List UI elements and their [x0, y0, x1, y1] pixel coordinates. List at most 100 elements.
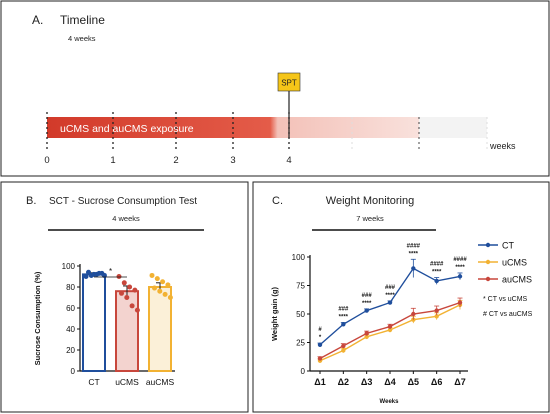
legend-note: * CT vs uCMS	[483, 296, 528, 303]
data-point	[162, 291, 168, 297]
data-point	[364, 308, 369, 313]
y-tick-label: 100	[62, 262, 76, 271]
x-tick-label: auCMS	[146, 377, 175, 387]
x-tick-label: Δ4	[384, 377, 395, 387]
data-point	[165, 282, 171, 288]
timeline-tick-label: 0	[44, 155, 49, 166]
x-tick-label: Δ1	[314, 377, 325, 387]
timeline-tick-label: 4	[286, 155, 291, 166]
data-point	[387, 324, 393, 329]
legend-marker	[485, 259, 491, 265]
y-tick-label: 75	[296, 282, 305, 291]
x-tick-label: uCMS	[115, 377, 139, 387]
x-axis-label: Weeks	[380, 399, 400, 405]
data-point	[127, 284, 133, 290]
spt-box	[277, 72, 301, 92]
timeline-bar-label: uCMS and auCMS exposure	[60, 123, 194, 135]
data-point	[364, 334, 369, 339]
timeline-tick-label: 1	[110, 155, 115, 166]
legend-label: CT	[502, 241, 514, 251]
data-point	[91, 271, 97, 277]
spt-label: SPT	[281, 79, 297, 88]
annotation-uCMS: ****	[385, 293, 395, 299]
data-point	[83, 274, 89, 279]
panel-a-letter: A.	[32, 13, 43, 27]
bar	[115, 290, 139, 373]
annotation-auCMS: ###	[362, 293, 373, 299]
data-point	[129, 303, 135, 309]
annotation-uCMS: ****	[432, 270, 442, 276]
data-point	[132, 287, 138, 293]
weight-chart: 0 25 50 75 100 Weight gain (g) Δ1 Δ2 Δ3 Δ4 Δ5 Δ6 Δ7 W…	[270, 241, 533, 406]
data-point	[341, 343, 346, 349]
data-point	[411, 266, 416, 271]
legend-marker	[485, 276, 491, 282]
timeline-axis-label: weeks	[489, 141, 516, 151]
sucrose-chart: 0 20 40 60 80 100 Sucrose Consumption (%) CT uCM…	[33, 262, 175, 387]
y-tick-label: 0	[71, 367, 76, 376]
timeline-tick-label: 2	[173, 155, 178, 166]
y-tick-label: 50	[296, 310, 305, 319]
annotation-uCMS: *	[319, 335, 322, 341]
data-point	[86, 269, 91, 275]
y-axis-label: Weight gain (g)	[270, 286, 279, 341]
data-point	[167, 295, 173, 300]
data-point	[116, 274, 122, 279]
annotation-uCMS: ****	[409, 251, 419, 257]
panel-a-subtitle: 4 weeks	[68, 34, 96, 43]
data-point	[341, 322, 346, 327]
data-point	[434, 308, 439, 313]
annotation-auCMS: ####	[453, 257, 467, 263]
data-point	[364, 331, 369, 336]
data-point	[341, 348, 346, 353]
panel-c-letter: C.	[272, 195, 283, 207]
x-tick-label: Δ5	[408, 377, 419, 387]
bar	[148, 286, 172, 372]
legend-label: uCMS	[502, 258, 527, 268]
data-point	[457, 300, 463, 305]
annotation-uCMS: ****	[362, 301, 372, 307]
data-point	[387, 300, 393, 305]
annotation-auCMS: ###	[338, 307, 349, 313]
data-point	[152, 285, 157, 291]
x-tick-label: Δ6	[431, 377, 442, 387]
data-point	[134, 307, 140, 313]
x-tick-label: Δ2	[338, 377, 349, 387]
panel-c-title: Weight Monitoring	[326, 195, 414, 207]
panel-a-frame	[0, 0, 550, 177]
data-point	[457, 274, 463, 279]
annotation-uCMS: ****	[455, 265, 465, 271]
significance-label: *	[109, 267, 112, 276]
legend-note: # CT vs auCMS	[483, 311, 533, 318]
y-tick-label: 20	[66, 346, 75, 355]
legend-label: auCMS	[502, 275, 532, 285]
y-tick-label: 40	[66, 325, 75, 334]
data-point	[149, 272, 155, 278]
y-tick-label: 80	[66, 283, 75, 292]
data-point	[157, 288, 163, 294]
data-point	[124, 295, 130, 300]
panel-a-title: Timeline	[60, 13, 105, 27]
data-point	[96, 270, 102, 276]
y-tick-label: 0	[301, 367, 306, 376]
data-point	[434, 278, 439, 284]
data-point	[411, 311, 416, 317]
annotation-uCMS: ****	[339, 315, 349, 321]
data-point	[434, 314, 439, 319]
timeline-bar-tail	[419, 117, 487, 138]
panel-b-subtitle: 4 weeks	[112, 214, 140, 223]
data-point	[317, 356, 323, 361]
annotation-auCMS: #	[318, 327, 322, 333]
y-tick-label: 100	[292, 253, 306, 262]
panel-c-frame	[252, 181, 550, 413]
data-point	[317, 342, 323, 347]
data-point	[160, 279, 166, 285]
y-axis-label: Sucrose Consumption (%)	[33, 271, 42, 365]
x-tick-label: Δ7	[454, 377, 465, 387]
panel-b-letter: B.	[26, 195, 36, 207]
bar	[82, 273, 106, 372]
panel-c-subtitle: 7 weeks	[356, 214, 384, 223]
data-point	[119, 290, 124, 296]
data-point	[387, 327, 393, 333]
